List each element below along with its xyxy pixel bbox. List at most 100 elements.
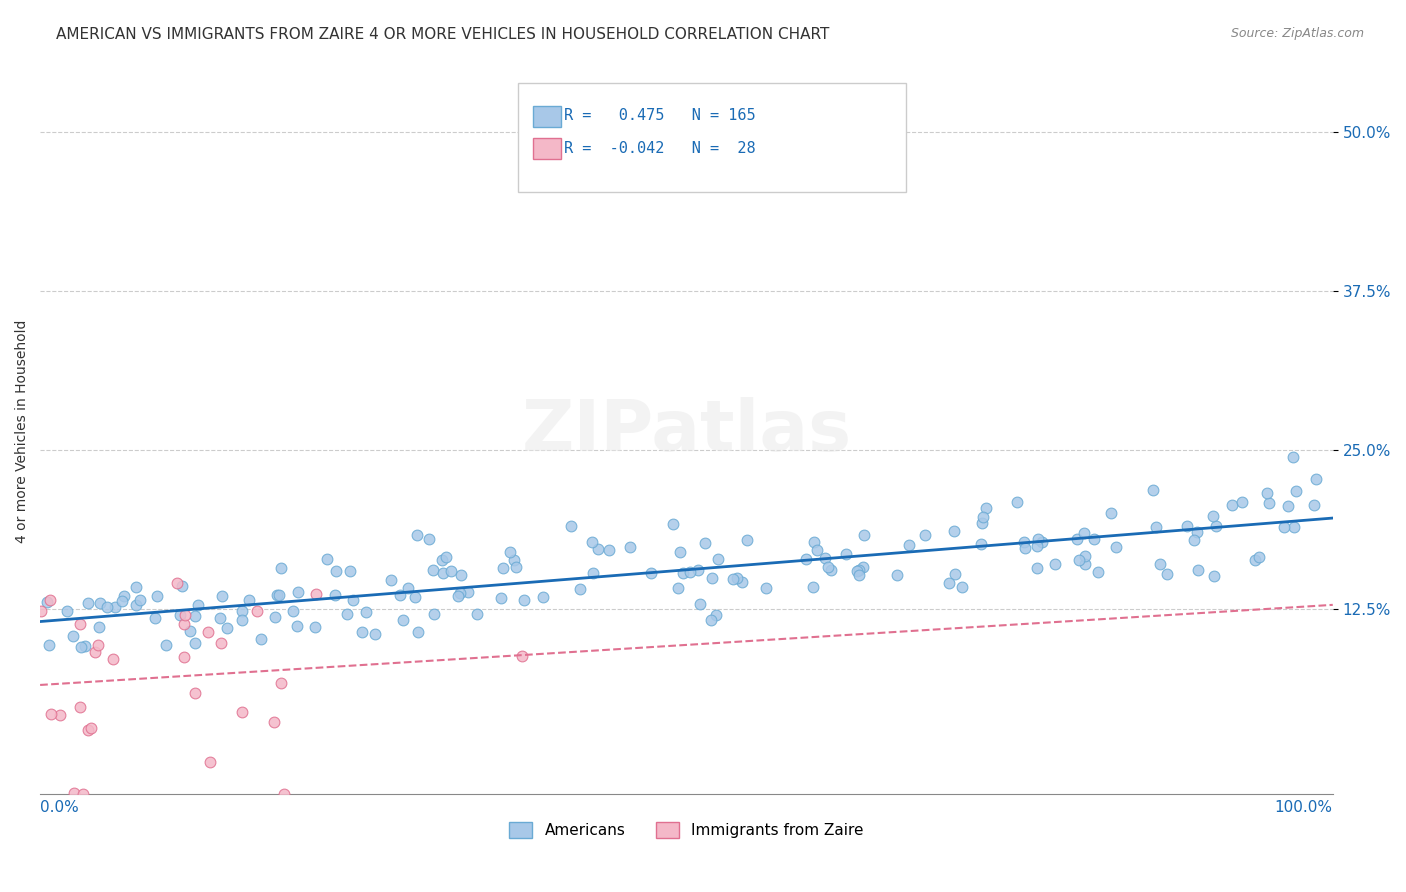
Point xyxy=(405,528,427,542)
Point xyxy=(1083,532,1105,546)
Legend: Americans, Immigrants from Zaire: Americans, Immigrants from Zaire xyxy=(503,816,870,845)
Point xyxy=(672,566,695,580)
Point xyxy=(422,563,444,577)
Point xyxy=(352,625,374,640)
Point xyxy=(662,517,685,532)
Point xyxy=(354,606,377,620)
Point xyxy=(1282,450,1305,464)
Point xyxy=(96,600,118,615)
Point xyxy=(69,700,91,714)
Point xyxy=(689,597,711,611)
Point xyxy=(1243,553,1265,567)
Point xyxy=(568,582,591,596)
Point xyxy=(976,500,998,515)
Point xyxy=(270,676,292,690)
Point xyxy=(1305,471,1327,485)
Point xyxy=(1156,567,1178,582)
Point xyxy=(316,552,339,566)
Point xyxy=(1303,498,1326,512)
Point xyxy=(513,592,536,607)
Point xyxy=(209,636,232,650)
Point xyxy=(125,598,148,612)
Point xyxy=(63,786,86,800)
Point xyxy=(73,639,96,653)
Point xyxy=(1031,535,1053,549)
Point xyxy=(806,543,828,558)
Point xyxy=(447,589,470,603)
Point xyxy=(1258,496,1281,510)
Point xyxy=(404,590,426,604)
Point xyxy=(38,639,60,653)
Point xyxy=(1256,486,1278,500)
Point xyxy=(914,528,936,542)
Point xyxy=(172,579,194,593)
Point xyxy=(640,566,662,580)
Point xyxy=(450,568,472,582)
Text: 100.0%: 100.0% xyxy=(1275,800,1333,815)
Point xyxy=(238,593,260,607)
Point xyxy=(1144,520,1167,534)
Point xyxy=(55,604,77,618)
Point xyxy=(853,528,876,542)
Point xyxy=(817,560,839,574)
Point xyxy=(396,581,419,595)
Text: Source: ZipAtlas.com: Source: ZipAtlas.com xyxy=(1230,27,1364,40)
Point xyxy=(155,638,177,652)
Point xyxy=(801,580,824,594)
Point xyxy=(173,650,195,665)
Point xyxy=(803,535,825,549)
Point xyxy=(942,524,965,538)
Point xyxy=(499,544,522,558)
Point xyxy=(1067,553,1090,567)
Point xyxy=(1202,509,1225,524)
Point xyxy=(1205,519,1227,533)
Point xyxy=(598,543,620,558)
Point xyxy=(263,714,285,729)
Point xyxy=(283,603,305,617)
Point xyxy=(174,607,197,622)
Point xyxy=(104,599,127,614)
Point xyxy=(835,548,858,562)
Point xyxy=(679,566,702,580)
Point xyxy=(668,581,690,595)
Point xyxy=(80,722,103,736)
Point xyxy=(187,598,209,612)
Point xyxy=(231,604,253,618)
Point xyxy=(1012,534,1035,549)
Point xyxy=(1087,565,1109,579)
Point xyxy=(1105,541,1128,555)
Point xyxy=(246,604,269,618)
Point xyxy=(430,553,453,567)
Point xyxy=(1220,498,1243,512)
Text: ZIPatlas: ZIPatlas xyxy=(522,397,852,466)
Point xyxy=(897,538,920,552)
Point xyxy=(49,708,72,723)
Point xyxy=(211,589,233,603)
Point xyxy=(465,607,488,622)
Point xyxy=(101,652,124,666)
Point xyxy=(184,686,207,700)
FancyBboxPatch shape xyxy=(519,83,907,192)
Point xyxy=(1142,483,1164,498)
Point xyxy=(1099,506,1122,520)
Point xyxy=(704,607,727,622)
Point xyxy=(735,533,758,547)
Point xyxy=(1014,541,1036,556)
Point xyxy=(72,787,94,801)
Point xyxy=(231,705,253,719)
Point xyxy=(1277,499,1299,513)
Point xyxy=(886,568,908,582)
Point xyxy=(1185,524,1208,539)
Point xyxy=(339,565,361,579)
Point xyxy=(502,553,524,567)
Point xyxy=(76,595,98,609)
Point xyxy=(686,563,709,577)
Point xyxy=(432,566,454,581)
Point xyxy=(380,573,402,587)
Point xyxy=(325,564,347,578)
Point xyxy=(285,619,308,633)
Point xyxy=(267,589,290,603)
Point xyxy=(231,614,253,628)
Point xyxy=(423,607,446,621)
Point xyxy=(505,560,527,574)
